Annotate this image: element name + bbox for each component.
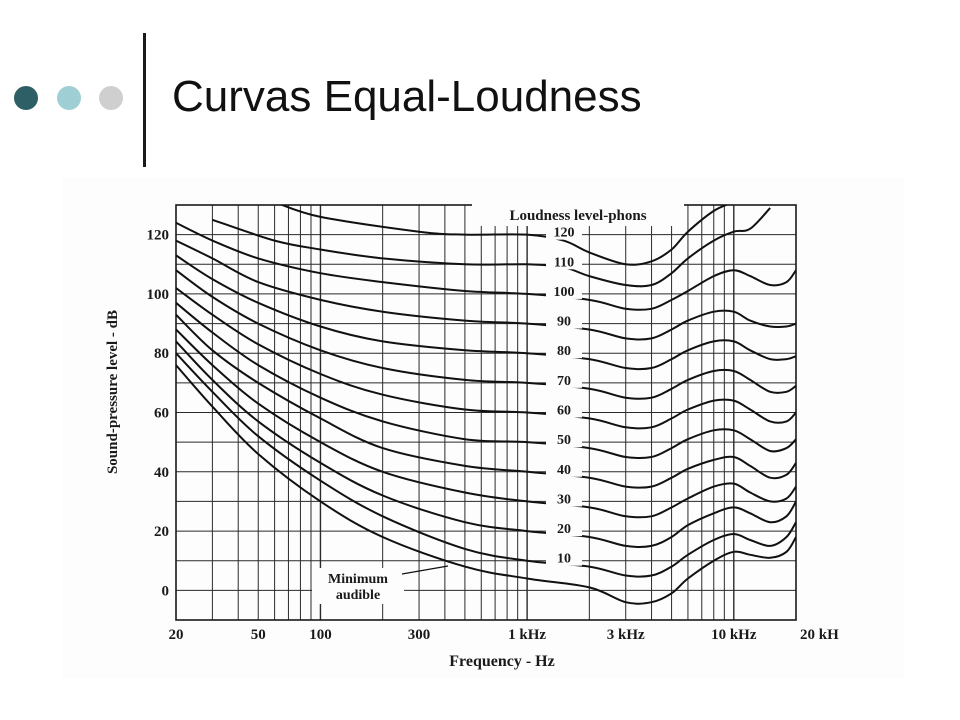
curve-40 — [176, 313, 796, 489]
phon-label-backdrop — [546, 223, 582, 240]
x-tick-label: 1 kHz — [508, 627, 546, 643]
phon-label-40: 40 — [557, 463, 571, 478]
x-tick-label: 10 kHz — [711, 627, 757, 643]
annotation-line: Minimum — [328, 572, 388, 587]
x-tick-label: 20 kH — [800, 627, 839, 643]
legend-title: Loudness level-phons — [509, 208, 646, 224]
y-tick-label: 0 — [162, 583, 170, 599]
slide-title: Curvas Equal-Loudness — [172, 72, 642, 121]
phon-label-backdrop — [546, 520, 582, 537]
y-tick-labels: 0 20 40 60 80 100 120 — [147, 228, 170, 600]
y-tick-label: 120 — [147, 228, 170, 244]
curve-70 — [176, 269, 796, 400]
x-axis-label: Frequency - Hz — [449, 653, 554, 670]
chart-scan-background — [62, 178, 904, 678]
x-tick-label: 50 — [251, 627, 266, 643]
phon-label-10: 10 — [557, 552, 571, 567]
curve-30 — [176, 328, 796, 519]
x-tick-label: 100 — [309, 627, 332, 643]
curve-120 — [279, 205, 729, 266]
phon-label-110: 110 — [554, 255, 574, 270]
phon-label-100: 100 — [554, 285, 575, 300]
phon-label-backdrop — [546, 490, 582, 507]
curve-100 — [176, 221, 796, 311]
phon-label-backdrop — [546, 549, 582, 566]
y-tick-label: 80 — [154, 346, 169, 362]
y-axis-label: Sound-pressure level - dB — [105, 310, 121, 474]
title-bullet-dots — [14, 86, 126, 112]
x-tick-labels: 20 50 100 300 1 kHz 3 kHz 10 kHz 20 kH — [169, 627, 840, 643]
phon-label-backdrop — [546, 312, 582, 329]
curve-60 — [176, 287, 796, 430]
phon-label-backdrop — [546, 371, 582, 388]
phon-label-70: 70 — [557, 374, 571, 389]
phon-label-backdrop — [546, 431, 582, 448]
chart-grid — [175, 204, 797, 621]
phon-label-60: 60 — [557, 404, 571, 419]
y-tick-label: 20 — [154, 524, 169, 540]
phon-label-80: 80 — [557, 344, 571, 359]
phon-label-backdrop — [546, 401, 582, 418]
phon-label-backdrop — [546, 460, 582, 477]
annotation-leader-line — [401, 565, 449, 575]
dot-dark-teal — [14, 86, 38, 110]
phon-label-20: 20 — [557, 522, 571, 537]
legend-title-backdrop — [472, 204, 684, 226]
dot-gray — [99, 86, 123, 110]
curve-20 — [176, 340, 796, 549]
curve-minimum-audible — [176, 364, 796, 605]
x-tick-label: 20 — [169, 627, 184, 643]
curve-10 — [176, 352, 796, 578]
phon-label-30: 30 — [557, 492, 571, 507]
curve-group — [176, 205, 796, 605]
x-tick-label: 300 — [408, 627, 431, 643]
y-tick-label: 40 — [154, 465, 169, 481]
phon-label-backdrop — [546, 342, 582, 359]
title-divider — [143, 33, 146, 167]
phon-labels: 120 110 100 90 80 70 60 50 40 30 20 10 — [546, 223, 582, 567]
phon-label-backdrop — [546, 282, 582, 299]
curve-110 — [212, 207, 771, 288]
curve-50 — [176, 302, 796, 460]
annotation-line: audible — [336, 588, 380, 603]
phon-label-120: 120 — [554, 226, 575, 241]
phon-label-backdrop — [546, 253, 582, 270]
phon-label-90: 90 — [557, 315, 571, 330]
y-tick-label: 100 — [147, 287, 170, 303]
dot-light-teal — [57, 86, 81, 110]
annotation-backdrop — [312, 568, 404, 604]
x-tick-label: 3 kHz — [607, 627, 645, 643]
y-tick-label: 60 — [154, 406, 169, 422]
curve-90 — [176, 239, 796, 341]
curve-80 — [176, 254, 796, 371]
phon-label-50: 50 — [557, 433, 571, 448]
